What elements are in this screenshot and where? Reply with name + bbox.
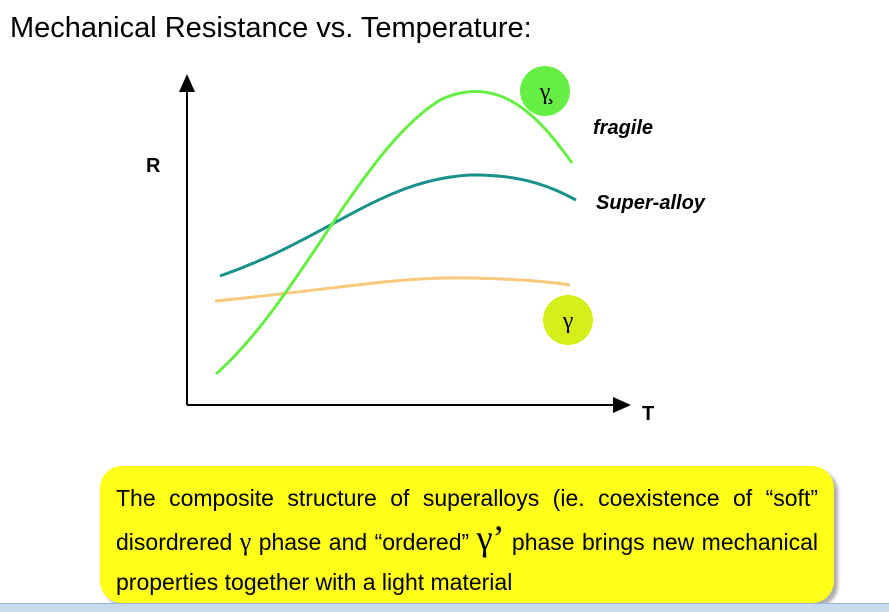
fragile-label: fragile (593, 117, 653, 139)
bottom-bar (0, 603, 889, 612)
gamma-badge: γ (543, 295, 593, 345)
callout-text-part1: The composite structure of superalloys (… (116, 485, 818, 555)
slide-title: Mechanical Resistance vs. Temperature: (10, 12, 532, 44)
gamma-prime-badge-text: γ̧ (539, 79, 554, 105)
summary-callout: The composite structure of superalloys (… (100, 466, 834, 603)
y-axis-label: R (146, 155, 161, 177)
gamma-symbol: γ (239, 527, 252, 556)
gamma-badge-text: γ (562, 308, 574, 334)
x-axis-label: T (642, 403, 654, 425)
super-alloy-label: Super-alloy (596, 192, 706, 214)
gamma-prime-symbol: γ’ (476, 518, 505, 558)
gamma-curve (214, 276, 571, 303)
callout-text-part2: phase and “ordered” (258, 529, 470, 555)
gamma-prime-curve (215, 89, 574, 376)
callout-text-part3: phase brings new mechanical properties t… (116, 529, 819, 595)
super-alloy-curve (219, 173, 577, 278)
gamma-prime-badge: γ̧ (520, 66, 570, 116)
